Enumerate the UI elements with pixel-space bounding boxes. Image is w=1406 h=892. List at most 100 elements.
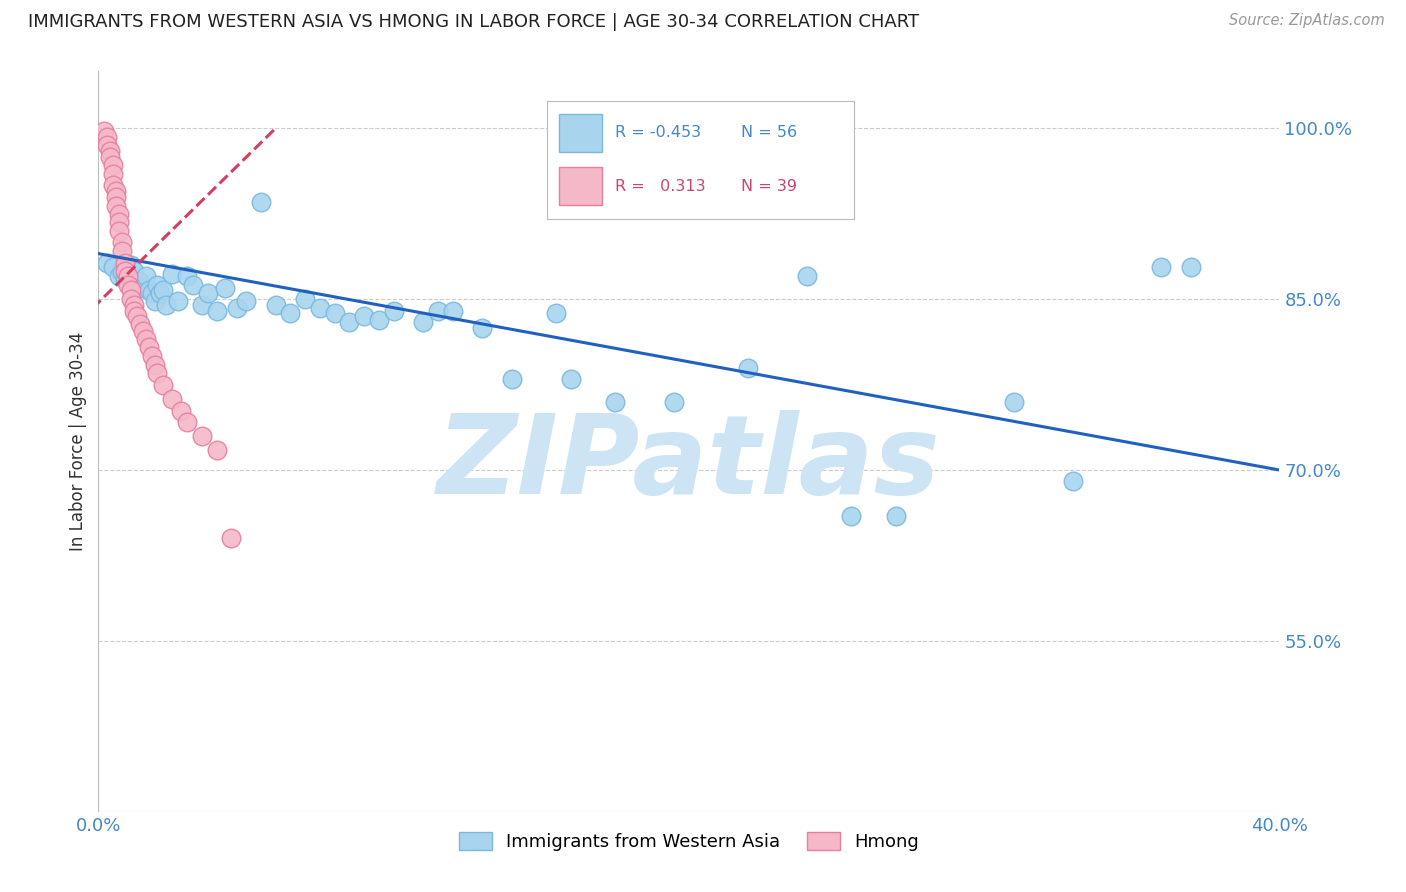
Point [98, 144, 121, 158]
Point [382, 303, 405, 318]
Point [103, 260, 125, 275]
Text: Source: ZipAtlas.com: Source: ZipAtlas.com [1229, 13, 1385, 29]
Point [162, 267, 183, 281]
Point [111, 265, 134, 279]
Point [353, 310, 375, 324]
Point [235, 294, 257, 309]
Point [796, 269, 818, 284]
Point [323, 306, 346, 320]
Point [120, 283, 142, 297]
Point [605, 394, 627, 409]
Point [191, 298, 214, 312]
Point [114, 271, 136, 285]
Point [138, 340, 160, 354]
Point [339, 315, 360, 329]
Point [278, 306, 302, 320]
Point [117, 267, 139, 281]
Point [93, 123, 115, 137]
Point [664, 394, 686, 409]
Point [122, 303, 145, 318]
Point [1150, 260, 1173, 275]
Point [141, 349, 163, 363]
Point [176, 415, 198, 429]
Point [170, 404, 193, 418]
Y-axis label: In Labor Force | Age 30-34: In Labor Force | Age 30-34 [69, 332, 87, 551]
Point [143, 358, 166, 372]
Point [412, 315, 434, 329]
Point [441, 303, 464, 318]
Point [128, 275, 150, 289]
Point [1062, 475, 1084, 489]
Point [737, 360, 759, 375]
Point [135, 332, 157, 346]
Point [111, 244, 134, 259]
Point [122, 263, 145, 277]
Point [135, 269, 157, 284]
Point [471, 320, 494, 334]
Point [138, 283, 160, 297]
Point [103, 158, 125, 172]
Point [294, 292, 316, 306]
Point [108, 215, 131, 229]
Point [125, 278, 148, 293]
Point [105, 184, 128, 198]
Point [96, 256, 118, 270]
Point [546, 306, 568, 320]
Point [205, 442, 228, 457]
Point [501, 372, 523, 386]
Point [132, 324, 155, 338]
Point [108, 224, 131, 238]
Point [117, 269, 139, 284]
Point [309, 301, 332, 316]
Legend: Immigrants from Western Asia, Hmong: Immigrants from Western Asia, Hmong [451, 824, 927, 858]
Point [143, 294, 166, 309]
Point [368, 312, 391, 326]
Point [197, 286, 219, 301]
Point [103, 167, 125, 181]
Point [250, 195, 273, 210]
Point [114, 256, 136, 270]
Point [108, 269, 131, 284]
Point [1002, 394, 1025, 409]
Point [132, 281, 155, 295]
Point [176, 269, 198, 284]
Point [122, 298, 145, 312]
Point [114, 263, 136, 277]
Point [96, 130, 118, 145]
Point [205, 303, 228, 318]
Point [105, 189, 128, 203]
Text: ZIPatlas: ZIPatlas [437, 410, 941, 517]
Point [146, 366, 169, 380]
Point [884, 508, 907, 523]
Text: IMMIGRANTS FROM WESTERN ASIA VS HMONG IN LABOR FORCE | AGE 30-34 CORRELATION CHA: IMMIGRANTS FROM WESTERN ASIA VS HMONG IN… [28, 13, 920, 31]
Point [108, 207, 131, 221]
Point [120, 292, 142, 306]
Point [96, 138, 118, 153]
Point [141, 286, 163, 301]
Point [226, 301, 249, 316]
Point [152, 377, 174, 392]
Point [214, 281, 236, 295]
Point [111, 235, 134, 250]
Point [219, 532, 242, 546]
Point [264, 298, 287, 312]
Point [560, 372, 582, 386]
Point [155, 298, 177, 312]
Point [152, 283, 174, 297]
Point [117, 278, 139, 293]
Point [125, 310, 148, 324]
Point [120, 258, 142, 272]
Point [427, 303, 450, 318]
Point [149, 286, 172, 301]
Point [167, 294, 190, 309]
Point [841, 508, 863, 523]
Point [105, 199, 128, 213]
Point [146, 278, 169, 293]
Point [128, 317, 150, 331]
Point [162, 392, 183, 407]
Point [1180, 260, 1202, 275]
Point [191, 429, 214, 443]
Point [181, 278, 204, 293]
Point [103, 178, 125, 193]
Point [98, 150, 121, 164]
